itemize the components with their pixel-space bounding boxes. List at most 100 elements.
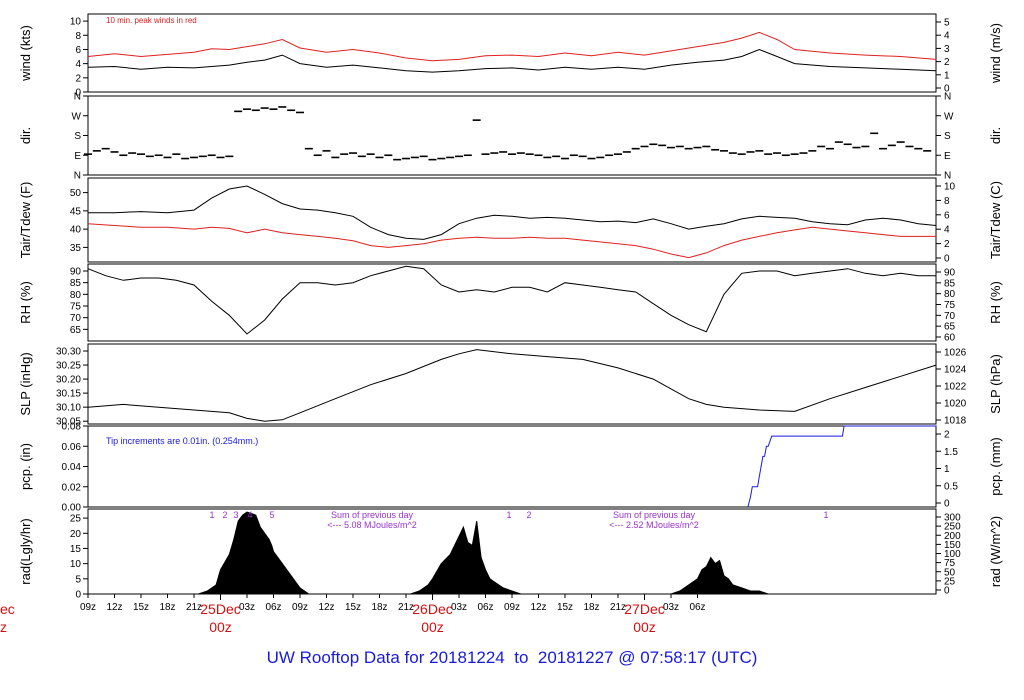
rad-panel: 05101520250255075100150200250300rad(Lgly… [18,508,1003,601]
pcp-rtick-label: 0 [944,499,950,510]
temp-ytick-label: 45 [70,206,82,217]
wind-ytick-label: 2 [75,73,81,84]
temp-ylabel-right: Tair/Tdew (C) [988,181,1003,259]
x-tick-label: 15z [345,602,361,613]
footer-end: 20181227 [537,648,614,667]
rh-ytick-label: 80 [70,290,82,301]
temp-ytick-label: 40 [70,225,82,236]
x-edge-sub: z [0,619,7,635]
slp-series-line-0 [87,349,937,422]
rad-sum-line2: <--- 2.52 MJoules/m^2 [609,520,699,530]
rad-rtick-label: 150 [944,540,961,551]
wind-panel: 0 2 4 6 8 10 0 1 2 3 4 5 wind (kts) wind (m/s) 10 min.… [18,13,1003,99]
rad-ytick-label: 10 [70,559,82,570]
x-tick-label: 03z [239,602,255,613]
pcp-rtick-label: 0.5 [944,481,958,492]
rh-rtick-label: 85 [944,278,956,289]
rad-day-marker: 1 [823,510,828,520]
rh-ytick-label: 85 [70,278,82,289]
rad-sum-line2: <--- 5.08 MJoules/m^2 [327,520,417,530]
x-day-sub: 00z [209,619,232,635]
wind-ylabel: wind (kts) [18,25,33,82]
pcp-ylabel-right: pcp. (mm) [988,437,1003,496]
rad-ylabel: rad(Lgly/hr) [18,518,33,584]
temp-series-line-0 [88,185,937,240]
footer-tz: (UTC) [711,648,758,667]
wind-series-line-0 [87,48,937,73]
pcp-ytick-label: 0.02 [62,482,82,493]
slp-ytick-label: 30.05 [56,417,81,428]
wind-ytick-label: 10 [70,17,82,28]
temp-rtick-label: 6 [944,210,950,221]
rad-sum-line1: Sum of previous day [331,510,414,520]
rh-series-line-0 [87,265,936,335]
temp-rtick-label: 0 [944,254,950,265]
temp-rtick-label: 4 [944,225,950,236]
slp-rtick-label: 1018 [944,416,967,427]
rh-rtick-label: 65 [944,322,956,333]
rh-ytick-label: 65 [70,325,82,336]
wind-rtick-label: 4 [944,31,950,42]
wind-ytick-label: 4 [75,59,81,70]
temp-rtick-label: 8 [944,196,950,207]
wind-ytick-label: 0 [75,88,81,99]
wind-rtick-label: 1 [944,70,950,81]
wind-rtick-label: 2 [944,57,950,68]
rh-frame [87,263,937,342]
dir-ylabel-right: dir. [988,127,1003,144]
rad-rtick-label: 0 [944,586,950,597]
slp-rtick-label: 1020 [944,399,967,410]
dir-rtick-label: N [944,171,951,182]
wind-rtick-label: 5 [944,18,950,29]
rh-rtick-label: 90 [944,268,956,279]
x-day-sub: 00z [633,619,656,635]
x-tick-label: 03z [451,602,467,613]
slp-ylabel: SLP (inHg) [18,352,33,415]
rad-tick-mark: 3 [233,510,238,520]
slp-rtick-label: 1022 [944,382,967,393]
slp-rtick-label: 1026 [944,348,967,359]
rad-tick-mark: 1 [209,510,214,520]
pcp-annotation: Tip increments are 0.01in. (0.254mm.) [106,436,258,446]
rad-ytick-label: 15 [70,544,82,555]
rad-rtick-label: 75 [944,558,956,569]
temp-ytick-label: 35 [70,243,82,254]
x-tick-label: 21z [610,602,626,613]
wind-ylabel-right: wind (m/s) [988,23,1003,84]
temp-panel: 35 40 45 50 0 2 4 6 8 10 Tair/Tdew (F) Tair/Tdew (C… [18,177,1003,265]
x-tick-label: 03z [663,602,679,613]
pcp-panel: 0.00 0.02 0.04 0.06 0.08 0 0.5 1 1.5 2 pcp. (in) pc… [18,422,1003,514]
rad-ylabel-right: rad (W/m^2) [988,516,1003,587]
temp-ylabel: Tair/Tdew (F) [18,182,33,259]
rad-ytick-label: 25 [70,514,82,525]
rad-ytick-label: 5 [75,574,81,585]
slp-ytick-label: 30.25 [56,361,81,372]
slp-ytick-label: 30.20 [56,375,81,386]
rad-frame [87,508,937,595]
footer-prefix: UW Rooftop Data for [266,648,425,667]
x-tick-label: 15z [133,602,149,613]
footer-to: to [514,648,529,667]
temp-series-line-1 [87,223,936,259]
rad-rtick-label: 25 [944,576,956,587]
wind-rtick-label: 0 [944,84,950,95]
dir-ytick-label: N [74,171,81,182]
wind-series-line-1 [87,31,937,62]
pcp-rtick-label: 1 [944,464,950,475]
x-day-label: 26Dec [412,601,452,617]
x-tick-label: 09z [80,602,96,613]
slp-rtick-label: 1024 [944,365,967,376]
x-tick-label: 18z [371,602,387,613]
x-tick-label: 06z [477,602,493,613]
x-tick-label: 18z [583,602,599,613]
dir-ylabel: dir. [18,127,33,144]
dir-rtick-label: N [944,92,951,103]
x-tick-label: 09z [292,602,308,613]
slp-ytick-label: 30.15 [56,389,81,400]
dir-frame [87,95,937,176]
slp-ylabel-right: SLP (hPa) [988,354,1003,414]
x-edge-label: ec [0,601,15,617]
x-tick-label: 12z [106,602,122,613]
